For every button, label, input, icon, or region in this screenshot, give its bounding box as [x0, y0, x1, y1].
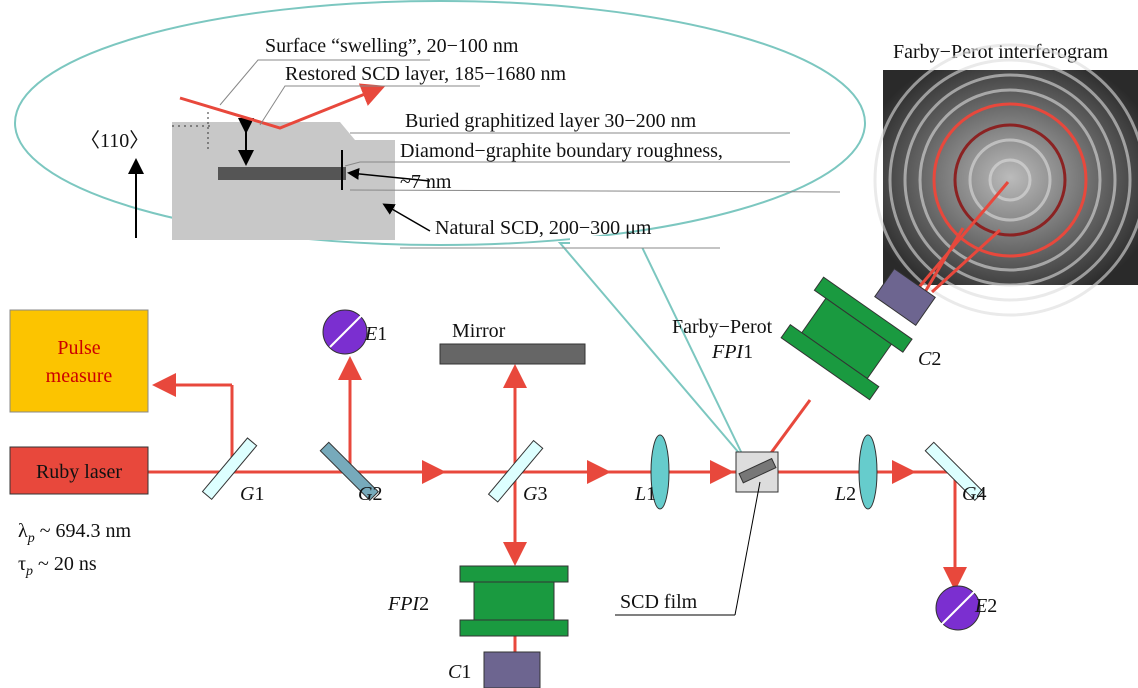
label: ~7 nm [400, 171, 452, 193]
component-label: C2 [918, 348, 941, 370]
label: Restored SCD layer, 185−1680 nm [285, 63, 566, 85]
label: SCD film [620, 591, 698, 613]
label: Buried graphitized layer 30−200 nm [405, 110, 697, 132]
component-label: L2 [834, 483, 856, 505]
axis-label: 〈110〉 [80, 130, 149, 152]
label: Surface “swelling”, 20−100 nm [265, 35, 519, 57]
component-label: E1 [364, 323, 387, 345]
component-label: G3 [523, 483, 547, 505]
param: λp ~ 694.3 nm [18, 520, 132, 546]
component-label: G2 [358, 483, 382, 505]
label: Natural SCD, 200−300 μm [435, 217, 652, 239]
mirror-label: Mirror [452, 320, 506, 342]
box [10, 310, 148, 412]
component-label: C1 [448, 661, 471, 683]
box-label: Pulse [57, 337, 100, 359]
component-label: FPI2 [387, 593, 429, 615]
interferogram: Farby−Perot interferogram [875, 41, 1138, 315]
label: Diamond−graphite boundary roughness, [400, 140, 723, 162]
box-label: Ruby laser [36, 461, 122, 483]
box-label: measure [46, 365, 113, 387]
component-label: E2 [974, 595, 997, 617]
optics [202, 269, 983, 688]
fpi-title: Farby−Perot [672, 316, 773, 338]
label: FPI1 [711, 341, 753, 363]
diagram: 〈110〉 Surface “swelling”, 20−100 nm Rest… [0, 0, 1138, 688]
component-label: L1 [634, 483, 656, 505]
component-label: G4 [962, 483, 986, 505]
param: τp ~ 20 ns [18, 553, 97, 579]
component-label: G1 [240, 483, 264, 505]
